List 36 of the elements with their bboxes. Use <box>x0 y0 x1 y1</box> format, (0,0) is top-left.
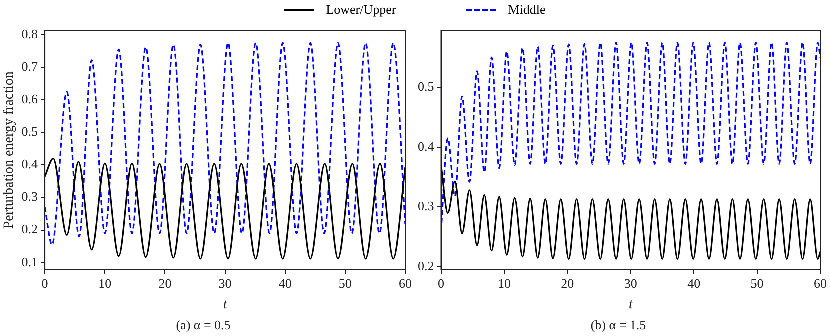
x-tick-label: 60 <box>814 276 827 292</box>
y-tick-label: 0.6 <box>22 92 39 107</box>
y-tick-label: 0.8 <box>22 26 38 42</box>
line-series <box>45 158 406 260</box>
text: (a) α = 0.5 <box>176 318 231 333</box>
line-series <box>441 164 820 260</box>
x-tick-label: 10 <box>98 276 112 292</box>
x-tick-label: 0 <box>42 276 48 292</box>
x-tick-label: 20 <box>561 276 574 292</box>
x-tick-label: 40 <box>278 276 292 292</box>
text: (b) α = 1.5 <box>590 318 646 333</box>
x-tick-label: 20 <box>158 276 172 292</box>
x-tick-label: 50 <box>750 276 764 292</box>
x-axis-title: t <box>223 298 228 313</box>
y-tick-label: 0.7 <box>22 58 39 74</box>
y-tick-label: 0.1 <box>22 254 38 270</box>
legend-label: Middle <box>508 2 546 18</box>
y-tick-label: 0.5 <box>22 124 38 140</box>
y-tick-label: 0.2 <box>22 222 38 237</box>
line-series <box>45 42 406 246</box>
y-tick-label: 0.4 <box>418 138 435 154</box>
y-tick-label: 0.4 <box>22 156 39 172</box>
y-tick-label: 0.3 <box>418 198 434 214</box>
x-axis-title: t <box>628 298 634 313</box>
y-tick-label: 0.5 <box>418 79 434 94</box>
x-tick-label: 40 <box>688 276 701 292</box>
x-tick-label: 10 <box>498 276 511 292</box>
y-tick-label: 0.2 <box>418 258 434 274</box>
legend-label: Lower/Upper <box>326 2 396 18</box>
x-tick-label: 50 <box>338 276 352 292</box>
x-tick-label: 60 <box>399 276 412 292</box>
y-axis-title: Perturbation energy fraction <box>2 72 18 230</box>
x-tick-label: 0 <box>438 276 444 292</box>
x-tick-label: 30 <box>624 276 638 292</box>
y-tick-label: 0.3 <box>22 189 38 204</box>
x-tick-label: 30 <box>218 276 232 292</box>
